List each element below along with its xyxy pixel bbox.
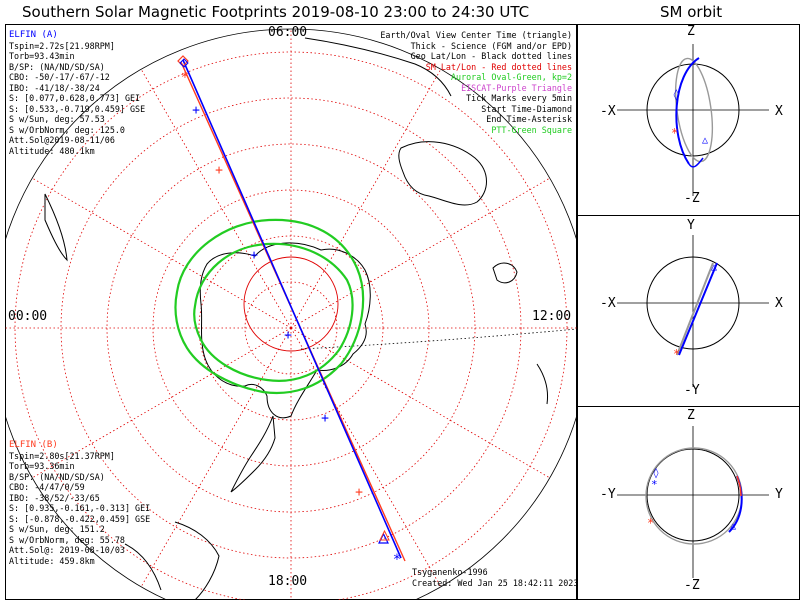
credits: Tsyganenko-1996 Created: Wed Jan 25 18:4… — [412, 567, 578, 588]
info-line: CBO: -4/47/0/59 — [9, 482, 85, 492]
info-line: S w/Sun, deg: 151.2 — [9, 524, 105, 534]
info-line: Att.Sol@2019-08-11/06 — [9, 135, 115, 145]
start-diamond-a — [179, 58, 189, 68]
panel2-top-label: Y — [687, 218, 695, 233]
elfin-markers: * * — [177, 55, 401, 568]
panel3-right-label: Y — [775, 487, 783, 502]
globe-limb — [5, 28, 577, 600]
orbit-plot-xy: * △ — [617, 235, 769, 387]
sm-pole-circle — [243, 256, 339, 352]
panel1-bottom-label: -Z — [684, 191, 700, 206]
svg-text:+: + — [192, 103, 200, 118]
info-line: IBO: -38/52/-33/65 — [9, 492, 100, 503]
map-legend: Earth/Oval View Center Time (triangle) T… — [380, 30, 572, 135]
legend-item: Earth/Oval View Center Time (triangle) — [380, 30, 572, 40]
mlt-tick-right: 12:00 — [532, 309, 572, 324]
panel2-left-label: -X — [600, 296, 616, 311]
mlt-tick-bottom: 18:00 — [268, 574, 308, 589]
mlt-tick-top: 06:00 — [268, 25, 308, 40]
mlt-tick-left: 00:00 — [8, 309, 48, 324]
elfin-a-info: ELFIN (A) Tspin=2.72s[21.98RPM] Torb=93.… — [9, 30, 145, 156]
legend-item: PTT-Green Square — [491, 124, 572, 135]
track-tick-marks: + + + + + + — [192, 103, 363, 500]
sm-grid-spokes — [5, 29, 577, 600]
info-line: Torb=93.43min — [9, 51, 75, 61]
polar-map: + + + + + + * * — [5, 28, 577, 600]
info-line: Tspin=2.72s[21.98RPM] — [9, 40, 115, 51]
info-line: S w/OrbNorm, deg: 125.0 — [9, 124, 125, 135]
svg-text:◊: ◊ — [673, 88, 680, 101]
geo-lat-line — [300, 328, 577, 350]
legend-item: Auroral Oval-Green, kp=2 — [450, 72, 572, 82]
center-triangle-b — [379, 529, 390, 541]
orbit-plot-yz: * * ◊ △ — [617, 426, 769, 578]
elfin-b-header: ELFIN (B) — [9, 440, 58, 450]
panel3-bottom-label: -Z — [684, 578, 700, 593]
svg-text:+: + — [215, 163, 223, 178]
info-line: S: [0.533,-0.719,0.459] GSE — [9, 103, 146, 114]
elfin-b-info: ELFIN (B) Tspin=2.80s[21.37RPM] Torb=93.… — [9, 440, 150, 566]
model-credit: Tsyganenko-1996 — [412, 567, 488, 577]
info-line: S w/OrbNorm, deg: 55.78 — [9, 534, 125, 545]
legend-item: EISCAT-Purple Triangle — [461, 82, 572, 93]
info-line: B/SP: (NA/ND/SD/SA) — [9, 471, 105, 482]
svg-text:+: + — [321, 411, 329, 426]
info-line: Altitude: 459.8km — [9, 555, 95, 566]
panel1-right-label: X — [775, 104, 783, 119]
svg-text:△: △ — [730, 521, 736, 532]
info-line: S: [0.935,-0.161,-0.313] GEI — [9, 503, 151, 513]
info-line: IBO: -41/18/-38/24 — [9, 82, 100, 93]
legend-item: End Time-Asterisk — [486, 114, 572, 124]
info-line: Torb=93.36min — [9, 461, 75, 471]
legend-item: Geo Lat/Lon - Black dotted lines — [410, 51, 572, 61]
legend-item: Thick - Science (FGM and/or EPD) — [410, 40, 572, 51]
created-stamp: Created: Wed Jan 25 18:42:11 2023 — [412, 577, 579, 588]
svg-text:*: * — [651, 478, 658, 491]
svg-text:△: △ — [702, 135, 708, 146]
end-asterisk-a: * — [393, 552, 401, 568]
info-line: S: [-0.878,-0.422,0.459] GSE — [9, 513, 151, 524]
panel2-bottom-label: -Y — [684, 383, 700, 398]
info-line: CBO: -50/-17/-67/-12 — [9, 72, 110, 82]
svg-text:*: * — [671, 126, 678, 140]
svg-text:*: * — [647, 516, 654, 530]
panel2-right-label: X — [775, 296, 783, 311]
orbit-plot-xz: ◊ * △ — [617, 44, 769, 196]
info-line: Altitude: 480.1km — [9, 145, 95, 156]
svg-text:◊: ◊ — [653, 467, 659, 479]
panel1-left-label: -X — [600, 104, 616, 119]
info-line: S w/Sun, deg: 57.53 — [9, 114, 105, 124]
elfin-a-track — [182, 59, 402, 559]
orbit-title: SM orbit — [660, 3, 723, 21]
svg-text:+: + — [250, 248, 258, 263]
svg-text:*: * — [673, 347, 680, 361]
info-line: S: [0.077,0.628,0.773] GEI — [9, 93, 141, 103]
legend-item: SM Lat/Lon - Red dotted lines — [425, 61, 572, 72]
info-line: Att.Sol@: 2019-08-10/03 — [9, 545, 125, 555]
page-title: Southern Solar Magnetic Footprints 2019-… — [22, 3, 530, 21]
panel3-left-label: -Y — [600, 487, 616, 502]
svg-text:+: + — [284, 328, 292, 343]
legend-item: Tick Marks every 5min — [466, 93, 572, 103]
panel3-top-label: Z — [687, 408, 695, 423]
legend-item: Start Time-Diamond — [481, 103, 572, 114]
panel1-top-label: Z — [687, 24, 695, 39]
elfin-a-header: ELFIN (A) — [9, 30, 58, 40]
info-line: B/SP: (NA/ND/SD/SA) — [9, 61, 105, 72]
svg-text:+: + — [355, 485, 363, 500]
svg-text:△: △ — [711, 262, 717, 273]
info-line: Tspin=2.80s[21.37RPM] — [9, 450, 115, 461]
end-asterisk-b: * — [181, 70, 189, 86]
